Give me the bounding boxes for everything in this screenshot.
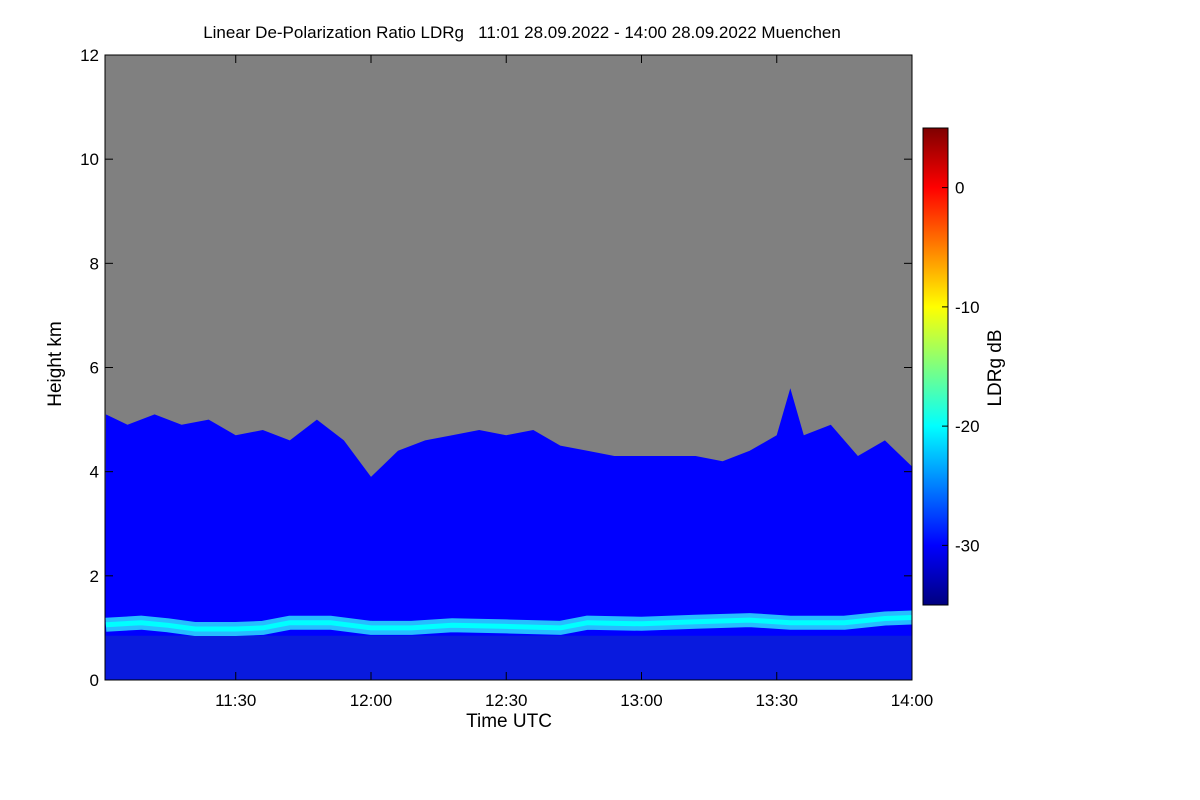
y-tick-label: 2: [90, 567, 99, 586]
colorbar-tick-label: 0: [955, 179, 964, 198]
colorbar: 0 -10 -20 -30: [922, 127, 980, 606]
colorbar-gradient: [922, 127, 949, 606]
x-tick-label: 12:30: [485, 691, 528, 710]
x-axis-label: Time UTC: [466, 711, 552, 732]
x-tick-label: 12:00: [350, 691, 393, 710]
y-axis-label: Height km: [45, 321, 66, 407]
chart-title: Linear De-Polarization Ratio LDRg 11:01 …: [203, 23, 841, 42]
colorbar-tick-label: -10: [955, 298, 980, 317]
colorbar-label: LDRg dB: [985, 329, 1006, 406]
y-tick-label: 12: [80, 46, 99, 65]
y-tick-label: 4: [90, 463, 99, 482]
y-tick-label: 8: [90, 254, 99, 273]
x-tick-label: 11:30: [215, 691, 256, 710]
boundary-layer-core: [105, 615, 912, 632]
y-axis: 0 2 4 6 8 10 12: [80, 46, 912, 690]
y-tick-label: 6: [90, 359, 99, 378]
x-tick-label: 13:30: [755, 691, 798, 710]
y-tick-label: 0: [90, 671, 99, 690]
x-tick-label: 14:00: [891, 691, 934, 710]
colorbar-tick-label: -30: [955, 536, 980, 555]
plot-area: [105, 55, 912, 680]
x-axis: 11:30 12:00 12:30 13:00 13:30 14:00: [215, 55, 933, 710]
signal-region: [105, 388, 912, 680]
x-tick-label: 13:00: [620, 691, 663, 710]
near-ground-band: [105, 635, 912, 680]
colorbar-tick-label: -20: [955, 417, 980, 436]
y-tick-label: 10: [80, 150, 99, 169]
